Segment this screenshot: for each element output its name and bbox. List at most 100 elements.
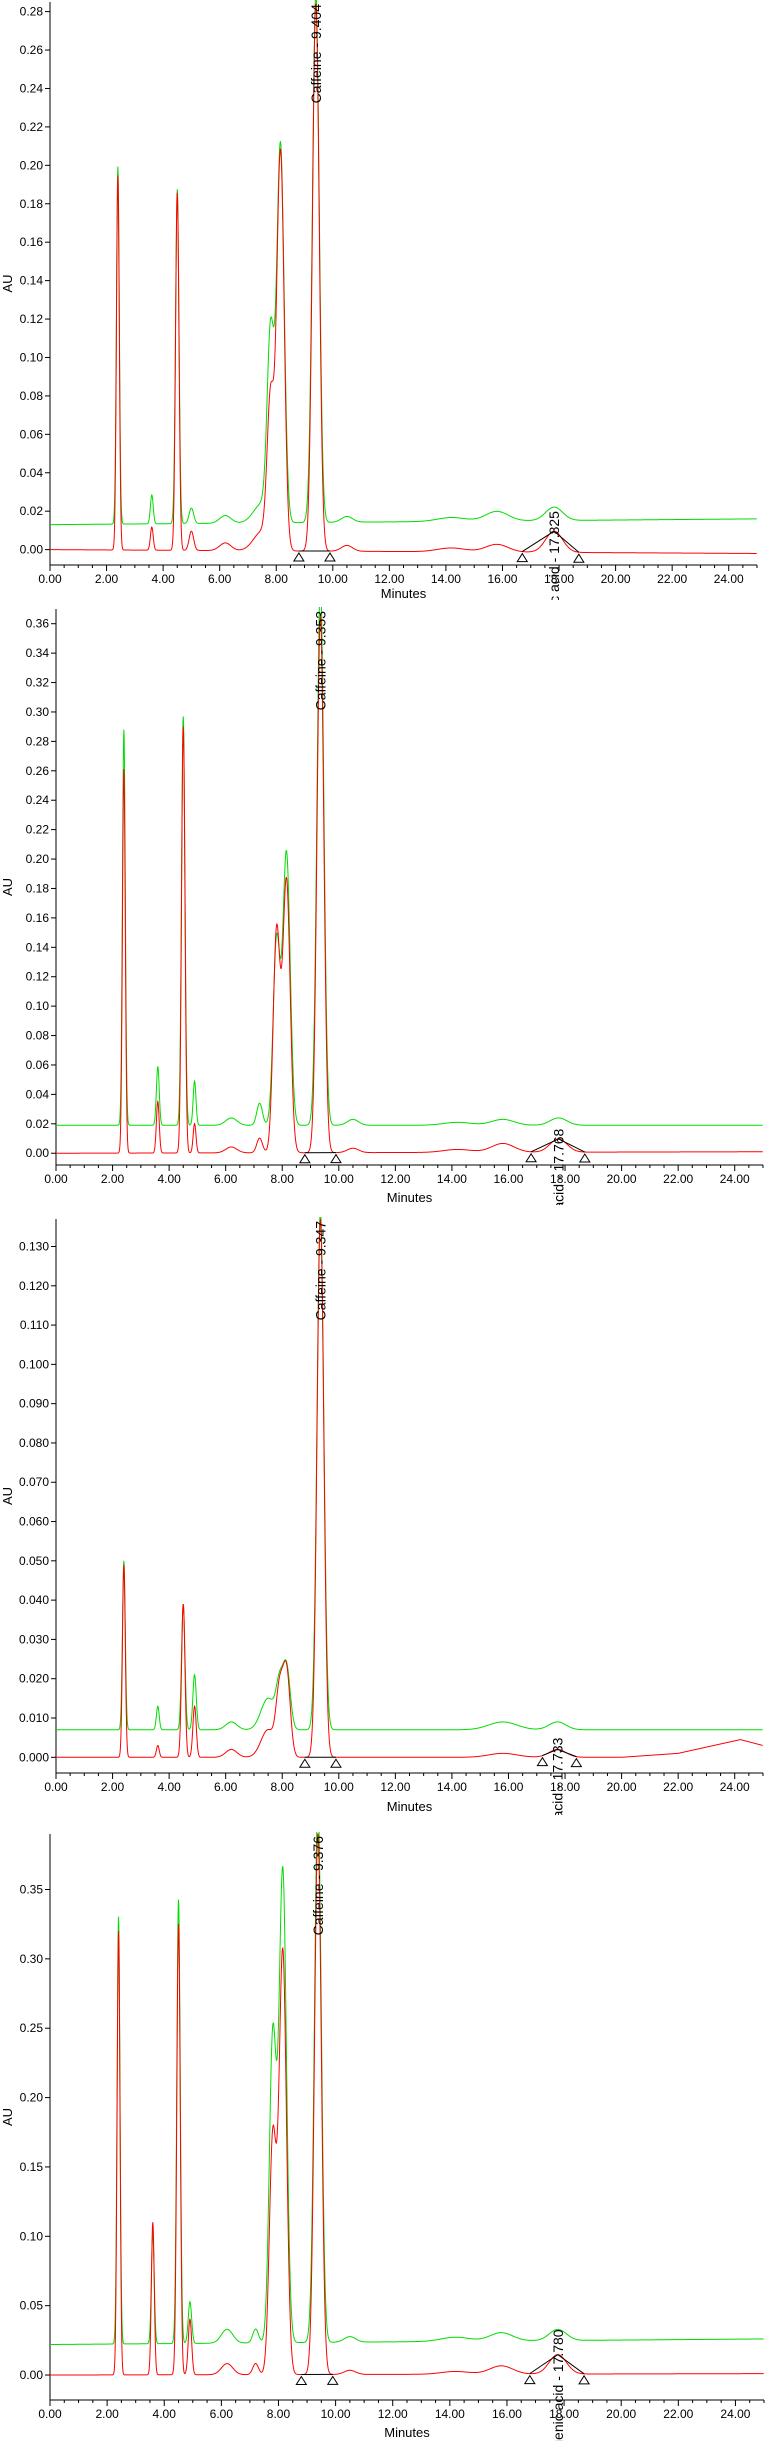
y-tick-label: 0.04 [26,1087,50,1101]
x-tick-label: 12.00 [380,1172,410,1186]
x-tick-label: 6.00 [208,572,232,586]
integration-marker [325,553,335,561]
y-tick-label: 0.08 [20,389,44,403]
y-tick-label: 0.000 [19,1750,49,1764]
x-tick-label: 14.00 [437,1780,467,1794]
x-tick-label: 20.00 [606,2407,636,2421]
x-tick-label: 2.00 [95,2407,119,2421]
red-trace [56,1219,763,1757]
y-tick-label: 0.05 [20,2299,44,2313]
x-tick-label: 10.00 [318,572,348,586]
y-tick-label: 0.32 [26,676,50,690]
y-tick-label: 0.02 [20,504,44,518]
x-axis-title: Minutes [387,1190,433,1205]
y-tick-label: 0.16 [26,911,50,925]
x-tick-label: 24.00 [714,572,744,586]
y-tick-label: 0.24 [26,793,50,807]
integration-marker [580,1154,590,1162]
peak-label: Clorogenic acid - 17.780 [550,2329,566,2441]
x-tick-label: 16.00 [487,572,517,586]
x-tick-label: 20.00 [607,1172,637,1186]
x-tick-label: 0.00 [38,572,62,586]
x-tick-label: 8.00 [271,1780,295,1794]
x-tick-label: 14.00 [435,2407,465,2421]
x-tick-label: 24.00 [720,2407,750,2421]
x-tick-label: 2.00 [95,572,119,586]
x-tick-label: 0.00 [44,1780,68,1794]
x-tick-label: 22.00 [663,1172,693,1186]
y-tick-label: 0.130 [19,1240,49,1254]
y-tick-label: 0.24 [20,81,44,95]
y-tick-label: 0.22 [20,120,44,134]
y-tick-label: 0.14 [20,274,44,288]
y-tick-label: 0.02 [26,1117,50,1131]
y-tick-label: 0.10 [20,2229,44,2243]
x-tick-label: 12.00 [374,572,404,586]
integration-marker [294,553,304,561]
x-tick-label: 0.00 [44,1172,68,1186]
x-tick-label: 10.00 [324,1172,354,1186]
integration-marker [579,2376,589,2384]
x-tick-label: 6.00 [214,1780,238,1794]
y-tick-label: 0.18 [26,881,50,895]
y-tick-label: 0.26 [26,764,50,778]
x-tick-label: 10.00 [321,2407,351,2421]
y-tick-label: 0.34 [26,646,50,660]
y-tick-label: 0.15 [20,2160,44,2174]
x-tick-label: 2.00 [101,1172,125,1186]
peak-label: Caffeine - 9.347 [312,1221,328,1321]
peak-label: Clorogenic acid - 17.825 [546,511,562,600]
y-tick-label: 0.36 [26,617,50,631]
peak-label: Caffeine - 9.376 [310,1836,326,1936]
y-tick-label: 0.28 [20,5,44,19]
peak-label: Clorogenic acid - 17.768 [550,1128,566,1205]
y-axis-title: AU [0,2108,15,2126]
integration-marker [526,1154,536,1162]
x-tick-label: 16.00 [492,2407,522,2421]
x-tick-label: 6.00 [210,2407,234,2421]
peak-label: Clorogenic acid - 17.733 [549,1737,565,1815]
y-tick-label: 0.04 [20,466,44,480]
x-tick-label: 24.00 [720,1172,750,1186]
x-axis-title: Minutes [384,2425,430,2440]
y-tick-label: 0.090 [19,1397,49,1411]
x-tick-label: 0.00 [38,2407,62,2421]
y-tick-label: 0.26 [20,43,44,57]
x-tick-label: 4.00 [157,1172,181,1186]
y-tick-label: 0.10 [26,999,50,1013]
x-tick-label: 14.00 [431,572,461,586]
integration-marker [300,1155,310,1163]
y-tick-label: 0.08 [26,1029,50,1043]
y-tick-label: 0.00 [20,2368,44,2382]
integration-marker [574,554,584,562]
x-tick-label: 22.00 [663,2407,693,2421]
y-tick-label: 0.16 [20,235,44,249]
y-tick-label: 0.20 [26,852,50,866]
y-tick-label: 0.00 [26,1146,50,1160]
integration-marker [300,1759,310,1767]
y-tick-label: 0.110 [20,1318,49,1332]
x-tick-label: 16.00 [493,1780,523,1794]
x-tick-label: 8.00 [265,572,289,586]
red-trace [50,3,757,553]
y-axis-title: AU [0,878,15,896]
x-tick-label: 24.00 [720,1780,750,1794]
y-tick-label: 0.35 [20,1882,44,1896]
y-tick-label: 0.010 [19,1711,49,1725]
y-tick-label: 0.20 [20,2091,44,2105]
green-trace [50,1830,764,2345]
y-tick-label: 0.20 [20,158,44,172]
y-axis-title: AU [0,274,15,292]
y-tick-label: 0.12 [26,970,50,984]
y-tick-label: 0.060 [19,1515,49,1529]
integration-marker [525,2376,535,2384]
x-tick-label: 20.00 [607,1780,637,1794]
integration-marker [331,1155,341,1163]
y-tick-label: 0.22 [26,823,50,837]
red-trace [50,1833,764,2375]
